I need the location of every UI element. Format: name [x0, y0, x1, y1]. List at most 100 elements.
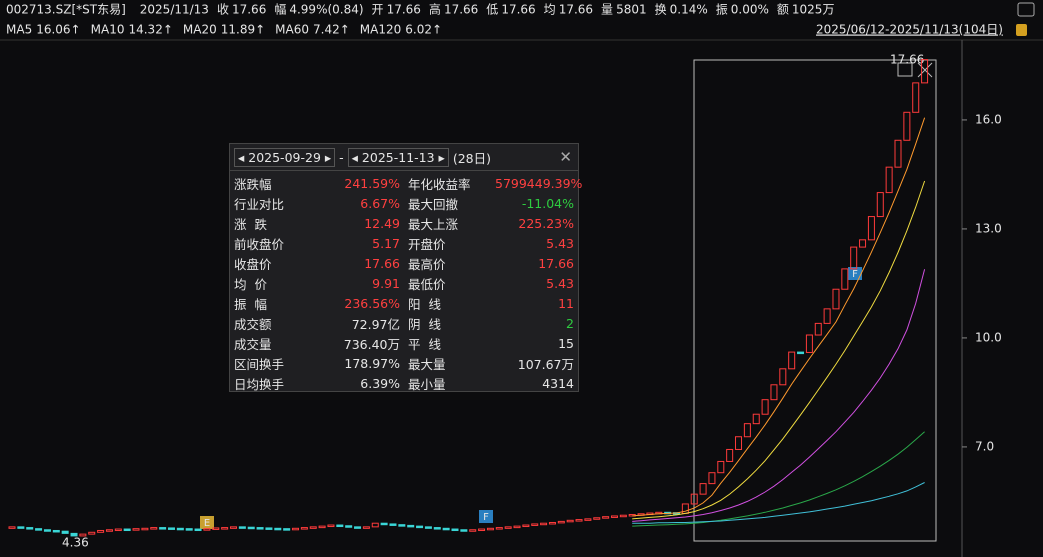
stats-row: 日均换手 6.39% 最小量 4314: [230, 373, 578, 393]
header-text: 6.02↑: [405, 23, 442, 37]
header-text: 5801: [616, 3, 647, 17]
marker-label: F: [483, 512, 489, 523]
stat-label: 涨跌幅: [234, 176, 272, 192]
stats-row: 成交量 736.40万平 线 15: [230, 333, 578, 353]
stat-label: 区间换手: [234, 356, 285, 372]
stats-row: 涨 跌 12.49 最大上涨 225.23%: [230, 213, 578, 233]
header-text: 均: [544, 3, 556, 17]
header-text: 17.66: [559, 3, 593, 17]
candle: [903, 111, 911, 141]
candle: [389, 523, 397, 526]
lock-icon[interactable]: [1016, 24, 1027, 36]
candle: [221, 527, 229, 530]
candle: [212, 527, 220, 530]
candle: [398, 524, 406, 527]
candle: [79, 533, 87, 537]
low-label: 4.36: [62, 536, 89, 550]
ma-line: [632, 431, 925, 527]
header-text: 17.66: [501, 3, 535, 17]
stats-row: 均 价 9.91 最低价 5.43: [230, 273, 578, 293]
y-tick-label: 10.0: [975, 330, 1002, 344]
candle: [424, 526, 432, 529]
header-text: MA60: [275, 23, 309, 37]
stat-value: 6.67%: [360, 195, 400, 211]
candle: [504, 526, 512, 529]
candle: [495, 527, 503, 530]
candle: [407, 524, 415, 528]
candle: [735, 436, 743, 450]
candle: [805, 334, 813, 353]
candle: [486, 527, 494, 531]
start-date[interactable]: 2025-09-29: [248, 149, 321, 165]
header-text: MA20: [183, 23, 217, 37]
header-text: 17.66: [387, 3, 421, 17]
header-text: 0.14%: [670, 3, 708, 17]
candle: [380, 522, 388, 526]
range-label[interactable]: 2025/06/12-2025/11/13(104日): [816, 23, 1003, 37]
stat-value: 5.43: [546, 275, 574, 291]
header-text: 幅: [274, 2, 286, 17]
stat-value: 72.97亿: [351, 316, 400, 332]
close-icon[interactable]: [917, 62, 933, 78]
header-text: 振: [716, 3, 728, 17]
candle: [283, 528, 291, 531]
stat-label: 成交量: [234, 336, 272, 352]
candle: [593, 517, 601, 520]
stats-row: 前收盘价 5.17 开盘价 5.43: [230, 233, 578, 253]
stat-label: 最大上涨: [408, 216, 459, 232]
candle: [309, 526, 317, 529]
candle: [610, 515, 618, 518]
stat-value: 4314: [542, 375, 574, 391]
marker: F: [479, 510, 493, 523]
app-icon[interactable]: [1017, 2, 1035, 17]
header-text: 17.66: [232, 3, 266, 17]
candle: [469, 529, 477, 532]
end-date[interactable]: 2025-11-13: [361, 149, 435, 165]
selection-box: [693, 59, 937, 542]
stat-label: 振 幅: [234, 296, 267, 312]
candle: [354, 526, 362, 529]
marker-label: F: [852, 269, 858, 280]
header-text: 17.66: [444, 3, 478, 17]
header-text: 2025/11/13: [140, 3, 209, 17]
stats-row: 行业对比 6.67% 最大回撤 -11.04%: [230, 193, 578, 213]
stat-label: 最高价: [408, 256, 446, 272]
panel-close[interactable]: ✕: [559, 148, 572, 166]
stat-label: 均 价: [234, 276, 267, 292]
stat-label: 最大回撤: [408, 196, 459, 212]
stat-label: 最小量: [408, 376, 446, 392]
separator: -: [339, 149, 344, 165]
stats-row: 收盘价 17.66 最高价 17.66: [230, 253, 578, 273]
stat-label: 最低价: [408, 276, 446, 292]
candle: [619, 514, 627, 518]
candle: [859, 239, 867, 248]
candle: [788, 351, 796, 370]
header-text: 002713.SZ[*ST东易]: [6, 3, 126, 17]
candle: [522, 524, 530, 528]
candle: [194, 528, 202, 532]
candle: [167, 527, 175, 530]
date-input[interactable]: ◂ 2025-09-29 ▸: [234, 147, 336, 167]
candle: [105, 529, 113, 532]
candle: [566, 519, 574, 523]
stat-value: 11: [558, 295, 574, 311]
candle: [770, 384, 778, 401]
candle: [531, 523, 539, 526]
high-label: 17.66: [890, 53, 924, 67]
stat-label: 前收盘价: [234, 236, 285, 252]
stat-label: 平 线: [408, 336, 441, 352]
header-text: 4.99%(0.84): [289, 3, 363, 17]
candle: [460, 529, 468, 532]
stat-value: 5.43: [546, 235, 574, 251]
maximize-icon[interactable]: [897, 62, 913, 77]
stat-label: 成交额: [234, 316, 272, 332]
header-text: MA10: [91, 23, 125, 37]
marker: E: [200, 516, 214, 529]
candle: [557, 520, 565, 524]
header-text: 开: [372, 3, 384, 17]
stat-value: 107.67万: [517, 356, 574, 372]
header-text: 额: [777, 3, 789, 17]
stat-value: 5.17: [372, 235, 400, 251]
date-input[interactable]: ◂ 2025-11-13 ▸: [347, 147, 449, 167]
candle: [451, 528, 459, 532]
